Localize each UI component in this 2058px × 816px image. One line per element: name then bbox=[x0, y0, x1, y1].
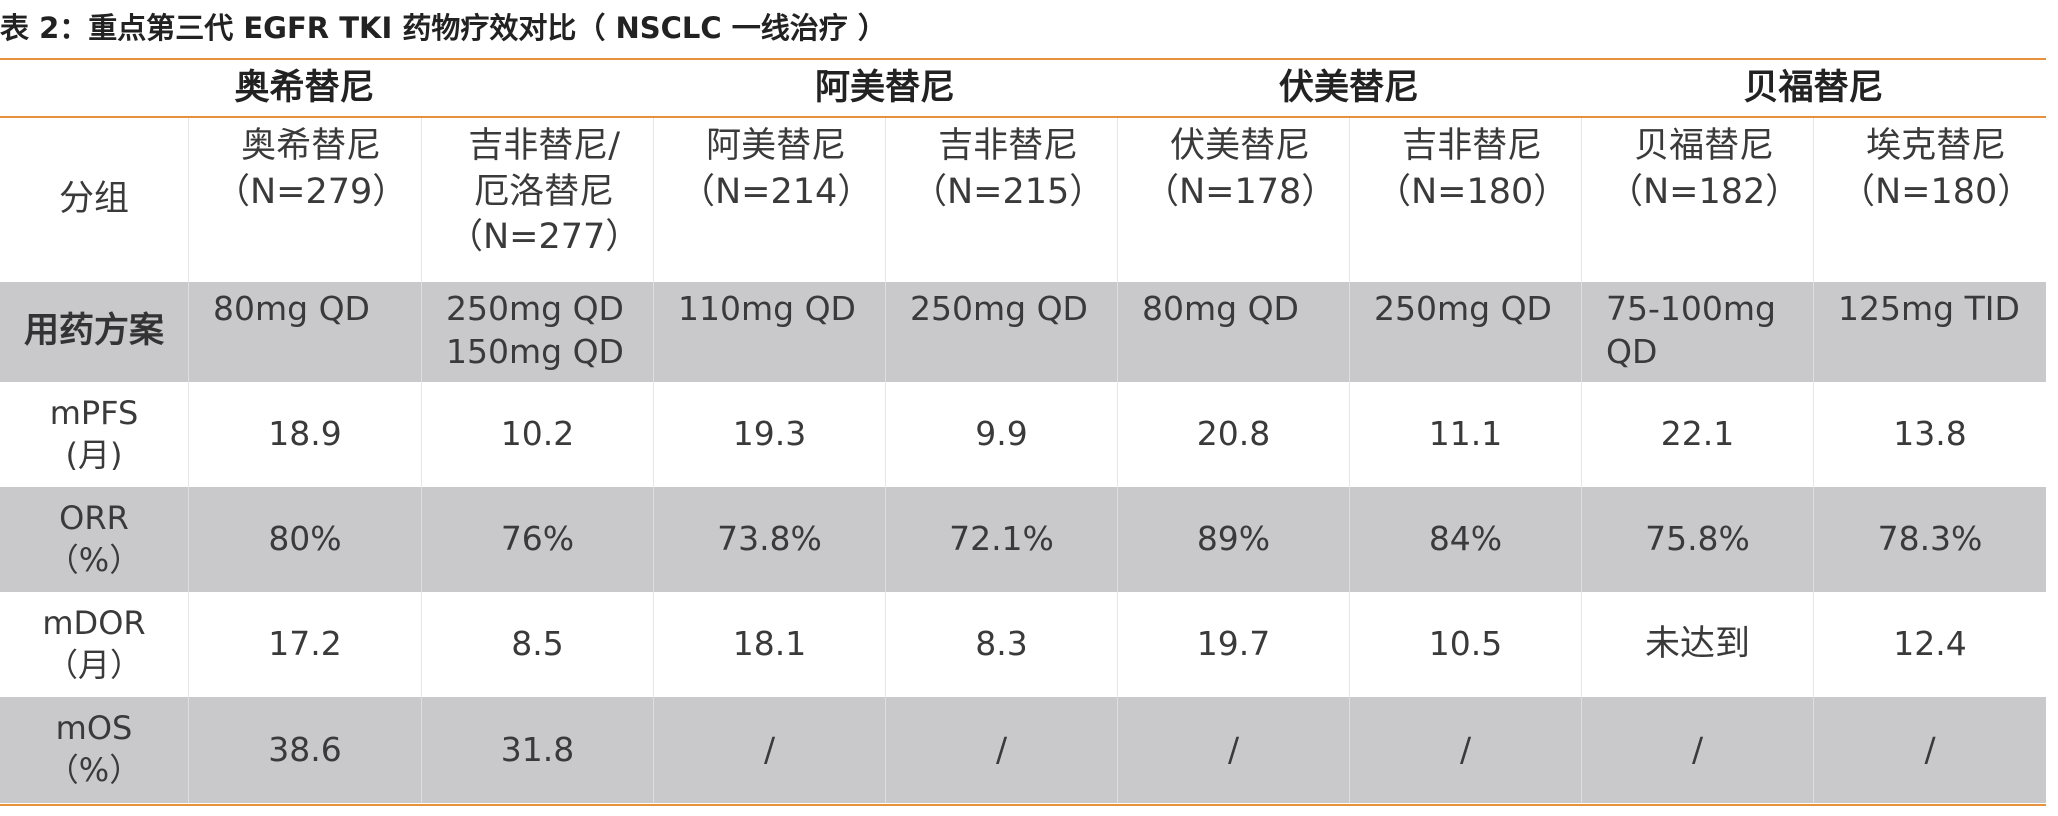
table-cell: 10.5 bbox=[1349, 592, 1581, 697]
group-osimertinib: 奥希替尼 bbox=[234, 68, 375, 108]
row-label: mOS （%） bbox=[0, 697, 188, 803]
table-cell: 78.3% bbox=[1813, 487, 2046, 592]
column-header: 奥希替尼 （N=279） bbox=[188, 118, 421, 282]
table-cell: / bbox=[1813, 697, 2046, 803]
column-header: 吉非替尼 （N=215） bbox=[885, 118, 1117, 282]
efficacy-table: 分组 奥希替尼 （N=279） 吉非替尼/厄洛替尼 （N=277） 阿美替尼 （N=2… bbox=[0, 118, 2046, 803]
table-cell: 20.8 bbox=[1117, 382, 1349, 487]
table-cell: 80mg QD bbox=[1117, 282, 1349, 382]
table-cell: / bbox=[653, 697, 885, 803]
table-cell: 80% bbox=[188, 487, 421, 592]
table-cell: 17.2 bbox=[188, 592, 421, 697]
table-cell: 18.9 bbox=[188, 382, 421, 487]
table-cell: 22.1 bbox=[1581, 382, 1813, 487]
row-label: mDOR （月） bbox=[42, 603, 146, 684]
table-cell: / bbox=[1349, 697, 1581, 803]
table-cell: 8.3 bbox=[885, 592, 1117, 697]
table-cell: 89% bbox=[1117, 487, 1349, 592]
table-cell: 80mg QD bbox=[188, 282, 421, 382]
table-cell: 未达到 bbox=[1581, 592, 1813, 697]
table-cell: 73.8% bbox=[653, 487, 885, 592]
top-rule bbox=[0, 58, 2046, 60]
column-header: 阿美替尼 （N=214） bbox=[653, 118, 885, 282]
table-cell: 31.8 bbox=[421, 697, 653, 803]
header-label: 分组 bbox=[58, 179, 129, 220]
table-cell: 8.5 bbox=[421, 592, 653, 697]
column-header: 吉非替尼 （N=180） bbox=[1349, 118, 1581, 282]
table-cell: 125mg TID bbox=[1813, 282, 2046, 382]
table-cell: 76% bbox=[421, 487, 653, 592]
table-cell: 250mg QD bbox=[885, 282, 1117, 382]
table-cell: 19.7 bbox=[1117, 592, 1349, 697]
table-cell: 72.1% bbox=[885, 487, 1117, 592]
table-caption: 表 2：重点第三代 EGFR TKI 药物疗效对比（ NSCLC 一线治疗 ） bbox=[0, 11, 887, 45]
table-cell: 38.6 bbox=[188, 697, 421, 803]
table-cell: 9.9 bbox=[885, 382, 1117, 487]
table-cell: 13.8 bbox=[1813, 382, 2046, 487]
group-aumolertinib: 阿美替尼 bbox=[814, 68, 955, 108]
bottom-rule bbox=[0, 804, 2046, 806]
table-cell: 84% bbox=[1349, 487, 1581, 592]
column-header: 埃克替尼 （N=180） bbox=[1813, 118, 2046, 282]
table-cell: / bbox=[1117, 697, 1349, 803]
group-befotertinib: 贝福替尼 bbox=[1743, 68, 1884, 108]
group-furmonertinib: 伏美替尼 bbox=[1278, 68, 1419, 108]
table-cell: 11.1 bbox=[1349, 382, 1581, 487]
table-cell: 12.4 bbox=[1813, 592, 2046, 697]
table-cell: 10.2 bbox=[421, 382, 653, 487]
column-header: 伏美替尼 （N=178） bbox=[1117, 118, 1349, 282]
drug-group-header: 奥希替尼 阿美替尼 伏美替尼 贝福替尼 bbox=[0, 60, 2046, 116]
row-label: 用药方案 bbox=[0, 282, 188, 382]
table-cell: 110mg QD bbox=[653, 282, 885, 382]
table-cell: 250mg QD bbox=[1349, 282, 1581, 382]
table-cell: 19.3 bbox=[653, 382, 885, 487]
table-cell: 18.1 bbox=[653, 592, 885, 697]
column-header: 贝福替尼 （N=182） bbox=[1581, 118, 1813, 282]
table-cell: 75.8% bbox=[1581, 487, 1813, 592]
table-cell: 250mg QD 150mg QD bbox=[421, 282, 653, 382]
table-cell: / bbox=[1581, 697, 1813, 803]
column-header: 吉非替尼/厄洛替尼 （N=277） bbox=[421, 118, 653, 282]
row-label: mPFS (月) bbox=[49, 393, 139, 474]
row-label: ORR （%） bbox=[0, 487, 188, 592]
header-rule bbox=[0, 116, 2046, 118]
table-cell: / bbox=[885, 697, 1117, 803]
table-cell: 75-100mg QD bbox=[1581, 282, 1813, 382]
